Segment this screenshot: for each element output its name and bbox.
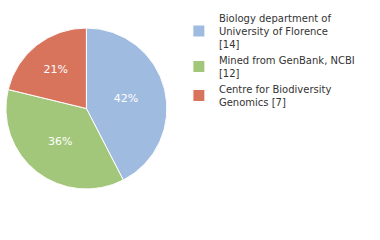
svg-text:36%: 36% [48,135,72,148]
svg-text:Centre for BiodiversityGenomic: Centre for BiodiversityGenomics [7] [219,84,332,108]
svg-text:21%: 21% [43,63,67,76]
svg-text:Biology department ofUniversit: Biology department ofUniversity of Flore… [219,13,332,50]
svg-text:42%: 42% [114,92,138,105]
svg-text:Mined from GenBank, NCBI[12]: Mined from GenBank, NCBI[12] [219,55,355,79]
